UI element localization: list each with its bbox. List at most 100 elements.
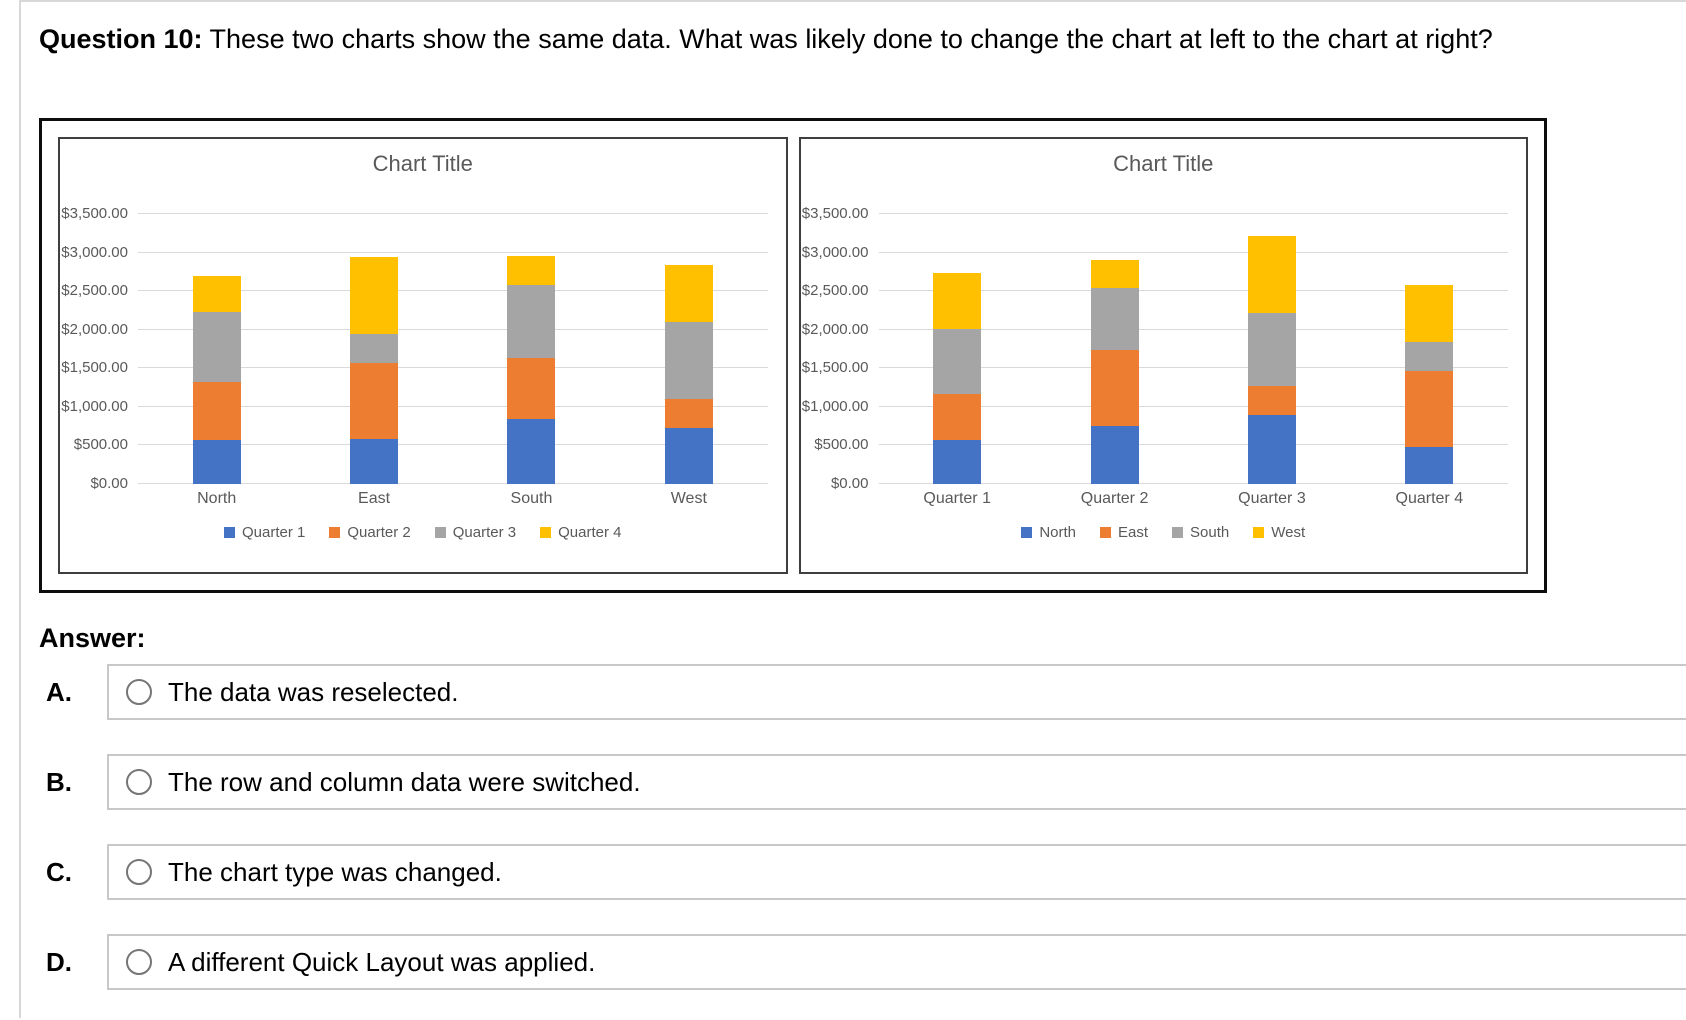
bar-quarter-2-segment-west [1090, 259, 1139, 289]
bar-west-segment-quarter-3 [664, 322, 713, 400]
bar-north-segment-quarter-2 [192, 381, 241, 440]
bar-quarter-1-segment-south [933, 329, 982, 395]
chart-right-stacked-by-quarter: Chart Title $3,500.00 $3,000.00 $2,500.00 $2… [798, 137, 1528, 574]
bar-north-segment-quarter-4 [192, 275, 241, 313]
legend-item-quarter-2: Quarter 2 [329, 524, 411, 541]
x-tick-label-east: East [358, 490, 391, 507]
option-letter-d: D. [46, 946, 72, 977]
gridline [138, 405, 768, 407]
gridline [878, 213, 1508, 214]
legend-label-quarter-2: Quarter 2 [347, 524, 411, 541]
bar-west-segment-quarter-1 [664, 427, 713, 484]
bar-west [664, 214, 713, 484]
option-a[interactable]: The data was reselected. [107, 664, 1686, 720]
bar-quarter-1-segment-west [933, 273, 982, 330]
bar-west-segment-quarter-4 [664, 264, 713, 323]
option-c[interactable]: The chart type was changed. [107, 844, 1686, 900]
legend-item-quarter-1: Quarter 1 [224, 524, 305, 541]
gridline [138, 251, 768, 253]
y-tick-label: $0.00 [90, 475, 128, 492]
bar-east-segment-quarter-3 [350, 333, 399, 363]
bar-quarter-4 [1405, 214, 1454, 484]
bar-south-segment-quarter-3 [507, 285, 556, 358]
bar-quarter-2-segment-north [1090, 426, 1139, 484]
legend-label-quarter-4: Quarter 4 [558, 524, 622, 541]
option-text-a: The data was reselected. [168, 676, 459, 707]
bar-quarter-2-segment-east [1090, 350, 1139, 427]
gridline [878, 251, 1508, 253]
plot-grid [138, 213, 768, 484]
option-b[interactable]: The row and column data were switched. [107, 754, 1686, 810]
bar-north-segment-quarter-1 [192, 439, 241, 484]
bar-east [350, 214, 399, 484]
radio-button-icon-a[interactable] [126, 679, 152, 705]
y-tick-label: $500.00 [814, 436, 869, 454]
radio-button-icon-d[interactable] [126, 949, 152, 975]
radio-button-icon-c[interactable] [126, 859, 152, 885]
answer-heading: Answer: [39, 623, 146, 653]
bars-group [138, 214, 768, 484]
y-axis: $3,500.00 $3,000.00 $2,500.00 $2,000.00 $1,5… [801, 205, 879, 492]
chart-left-stacked-by-region: Chart Title $3,500.00 $3,000.00 $2,500.00 $2… [58, 137, 788, 574]
bar-south-segment-quarter-4 [507, 255, 556, 285]
legend-item-west: West [1253, 524, 1305, 541]
quiz-page: Question 10: These two charts show the s… [19, 0, 1686, 1018]
radio-button-icon-b[interactable] [126, 769, 152, 795]
legend-label-south: South [1190, 524, 1230, 541]
gridline [138, 213, 768, 214]
legend-item-quarter-4: Quarter 4 [540, 524, 622, 541]
x-tick-label-quarter-3: Quarter 3 [1238, 490, 1306, 507]
legend-swatch-icon-quarter-2 [329, 527, 341, 538]
gridline [138, 367, 768, 369]
chart-plot-area: $3,500.00 $3,000.00 $2,500.00 $2,000.00 $1,5… [60, 205, 786, 492]
bar-quarter-1-segment-east [933, 394, 982, 440]
legend-swatch-icon-quarter-4 [540, 527, 552, 538]
x-tick-label-south: South [510, 490, 553, 507]
legend-swatch-icon-north [1021, 527, 1033, 538]
option-row-d: D. A different Quick Layout was applied. [39, 934, 1686, 990]
gridline [878, 367, 1508, 369]
legend-swatch-icon-quarter-1 [224, 527, 235, 538]
bar-quarter-1-segment-north [933, 439, 982, 484]
legend-label-quarter-1: Quarter 1 [242, 524, 306, 541]
x-axis-labels: North East South West [138, 490, 768, 508]
x-tick-label-quarter-1: Quarter 1 [923, 490, 991, 507]
y-tick-label: $3,000.00 [801, 243, 869, 261]
option-letter-a: A. [46, 676, 72, 707]
bar-north [192, 214, 241, 484]
bars-group [879, 214, 1509, 484]
option-d[interactable]: A different Quick Layout was applied. [107, 934, 1686, 990]
legend-swatch-icon-south [1172, 527, 1184, 538]
bar-quarter-3-segment-east [1247, 385, 1296, 415]
legend-swatch-icon-quarter-3 [434, 527, 446, 538]
x-tick-label-west: West [670, 490, 707, 507]
option-row-b: B. The row and column data were switched… [39, 754, 1686, 810]
bar-south-segment-quarter-1 [507, 419, 556, 484]
legend: Quarter 1 Quarter 2 Quarter 3 Quarter 4 [60, 524, 786, 541]
bar-quarter-1 [933, 214, 982, 484]
legend-label-north: North [1039, 524, 1077, 541]
chart-title: Chart Title [372, 151, 473, 176]
legend-swatch-icon-west [1253, 527, 1265, 538]
option-letter-c: C. [46, 856, 72, 887]
bar-east-segment-quarter-1 [350, 438, 399, 484]
y-tick-label: $1,500.00 [61, 359, 128, 377]
bar-east-segment-quarter-4 [350, 257, 399, 334]
legend-item-quarter-3: Quarter 3 [434, 524, 516, 541]
option-text-d: A different Quick Layout was applied. [168, 946, 596, 977]
legend-item-south: South [1172, 524, 1229, 541]
gridline [138, 290, 768, 292]
chart-title: Chart Title [1113, 151, 1214, 176]
y-tick-label: $2,500.00 [61, 282, 128, 300]
bar-quarter-4-segment-north [1405, 447, 1454, 484]
legend-swatch-icon-east [1100, 527, 1112, 538]
gridline [878, 483, 1508, 484]
plot-grid [878, 213, 1509, 484]
option-text-b: The row and column data were switched. [168, 766, 641, 797]
y-tick-label: $2,000.00 [801, 320, 869, 338]
bar-quarter-3-segment-west [1247, 236, 1296, 314]
gridline [878, 444, 1508, 446]
option-text-c: The chart type was changed. [168, 856, 502, 887]
y-tick-label: $3,000.00 [61, 243, 128, 261]
gridline [878, 405, 1508, 407]
